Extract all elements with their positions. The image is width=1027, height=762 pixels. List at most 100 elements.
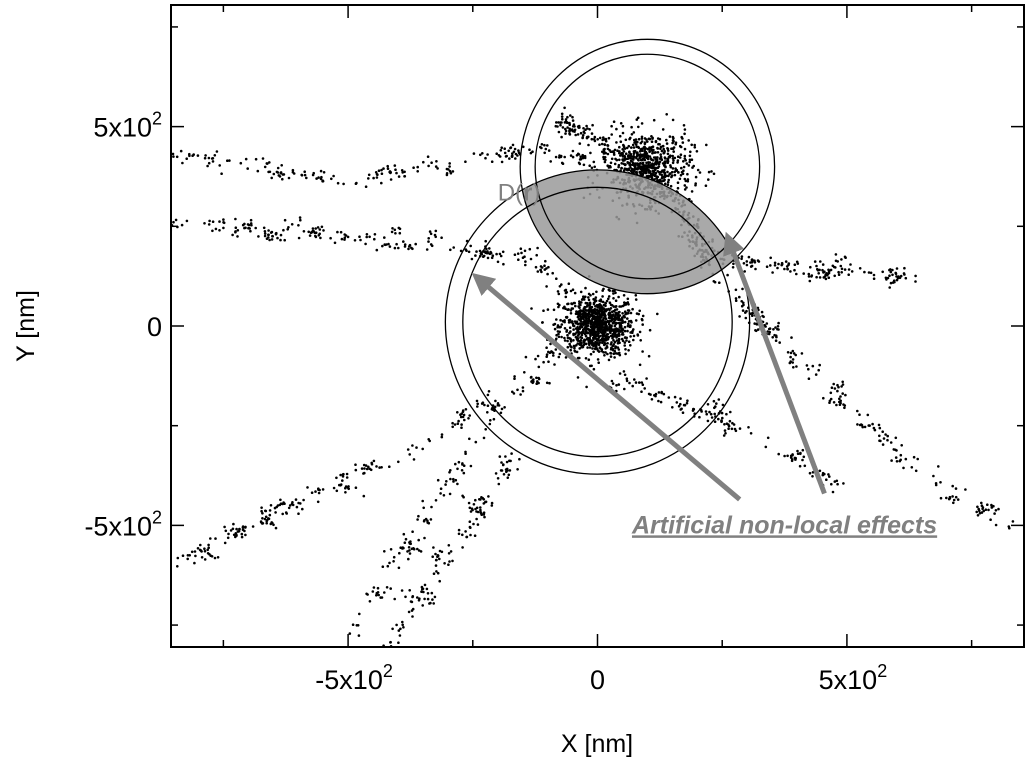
data-point xyxy=(679,402,682,406)
data-point xyxy=(836,482,839,486)
data-point xyxy=(680,166,683,170)
data-point xyxy=(692,164,695,168)
data-point xyxy=(714,405,717,408)
data-point xyxy=(656,146,659,150)
data-point xyxy=(392,560,395,563)
data-point xyxy=(223,541,227,545)
data-point xyxy=(721,403,725,407)
data-point xyxy=(321,179,325,182)
data-point xyxy=(322,171,326,174)
data-point xyxy=(595,290,598,294)
data-point xyxy=(571,155,575,159)
data-point xyxy=(660,149,664,153)
data-point xyxy=(564,288,568,292)
data-point xyxy=(560,135,563,139)
data-point xyxy=(168,216,171,219)
data-point xyxy=(604,139,608,143)
data-point xyxy=(844,393,847,397)
data-point xyxy=(593,139,597,143)
data-point xyxy=(210,555,214,558)
data-point xyxy=(586,127,589,130)
data-point xyxy=(790,336,793,339)
data-point xyxy=(834,259,838,263)
data-point xyxy=(614,318,617,321)
data-point xyxy=(705,143,708,147)
data-point xyxy=(476,523,480,526)
data-point xyxy=(375,248,379,252)
data-point xyxy=(496,260,500,264)
data-point xyxy=(843,255,847,259)
data-point xyxy=(176,556,180,560)
data-point xyxy=(375,591,379,595)
data-point xyxy=(558,352,562,356)
data-point xyxy=(632,150,636,153)
data-point xyxy=(794,456,797,460)
data-point xyxy=(620,152,623,155)
data-point xyxy=(556,324,560,327)
data-point xyxy=(647,168,650,172)
data-point xyxy=(585,342,588,346)
data-point xyxy=(587,327,590,331)
data-point xyxy=(904,457,908,461)
data-point xyxy=(621,124,625,128)
data-point xyxy=(651,136,654,140)
data-point xyxy=(269,522,273,526)
data-point xyxy=(480,402,484,405)
data-point xyxy=(478,249,482,253)
data-point xyxy=(843,404,847,407)
data-point xyxy=(754,267,757,271)
data-point xyxy=(495,252,498,256)
data-point xyxy=(608,319,612,323)
data-point xyxy=(784,260,788,263)
data-point xyxy=(599,334,602,338)
data-point xyxy=(614,312,618,315)
data-point xyxy=(542,309,545,313)
data-point xyxy=(899,458,902,462)
data-point xyxy=(791,358,795,361)
data-point xyxy=(560,161,564,165)
data-point xyxy=(393,246,397,250)
data-point xyxy=(769,264,772,267)
data-point xyxy=(464,530,467,533)
data-point xyxy=(388,561,391,565)
data-point xyxy=(624,157,628,161)
data-point xyxy=(232,522,235,526)
data-point xyxy=(203,156,207,160)
data-point xyxy=(663,151,666,154)
data-point xyxy=(889,441,893,444)
data-point xyxy=(380,168,383,172)
data-point xyxy=(604,314,607,318)
data-point xyxy=(535,376,538,380)
data-point xyxy=(464,248,468,251)
data-point xyxy=(557,121,560,124)
data-point xyxy=(561,319,565,323)
data-point xyxy=(650,148,653,151)
data-point xyxy=(583,338,587,342)
data-point xyxy=(555,318,558,321)
data-point xyxy=(622,314,625,318)
data-point xyxy=(498,455,502,458)
data-point xyxy=(578,325,582,329)
data-point xyxy=(489,419,492,422)
data-point xyxy=(472,522,475,526)
data-point xyxy=(482,513,486,516)
data-point xyxy=(372,459,376,463)
data-point xyxy=(832,265,836,269)
data-point xyxy=(710,416,714,419)
data-point xyxy=(612,292,615,295)
data-point xyxy=(637,125,640,129)
data-point xyxy=(297,236,301,240)
data-point xyxy=(238,527,241,531)
data-point xyxy=(939,481,942,484)
data-point xyxy=(601,341,604,345)
data-point xyxy=(618,314,622,317)
data-point xyxy=(725,412,728,416)
data-point xyxy=(604,304,607,308)
data-point xyxy=(707,170,711,174)
data-point xyxy=(474,440,478,444)
data-point xyxy=(460,469,464,472)
data-point xyxy=(558,285,562,288)
data-point xyxy=(343,236,347,239)
data-point xyxy=(634,143,638,146)
data-point xyxy=(586,319,590,323)
